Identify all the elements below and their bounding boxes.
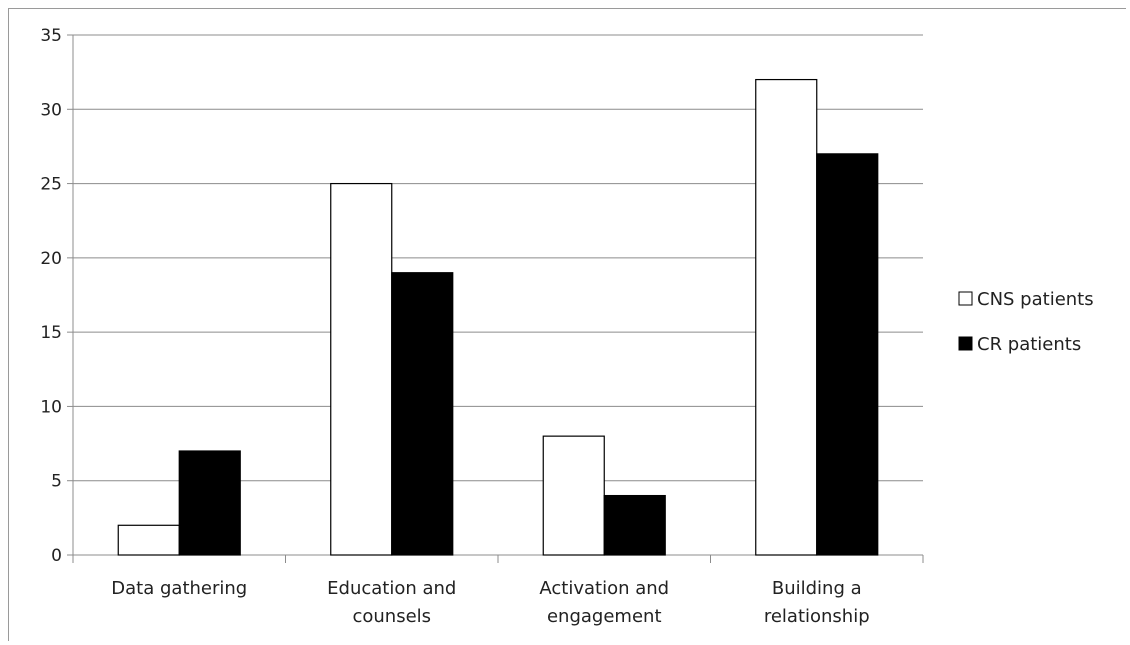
x-tick-label: Activation and (539, 578, 669, 599)
legend-label: CR patients (977, 334, 1081, 355)
x-tick-label: engagement (547, 606, 662, 627)
bar-cr (816, 153, 879, 556)
bars (117, 78, 879, 556)
x-tick-label: Data gathering (111, 578, 247, 599)
bar-cr (603, 494, 666, 556)
bar-cns (542, 435, 605, 556)
y-tick-label: 25 (40, 175, 62, 195)
y-tick-label: 20 (40, 249, 62, 269)
legend-swatch (958, 291, 973, 306)
y-axis: 0 5 10 15 20 25 30 35 (40, 26, 74, 566)
legend-label: CNS patients (977, 289, 1094, 310)
x-axis: Data gathering Education and counsels Activ… (72, 554, 924, 627)
legend: CNS patients CR patients (958, 289, 1094, 355)
x-tick-label: Education and (327, 578, 456, 599)
x-tick-label: Building a (772, 578, 862, 599)
bar-cns (330, 182, 393, 556)
y-tick-label: 10 (40, 397, 62, 417)
y-tick-label: 0 (51, 546, 62, 566)
y-tick-label: 15 (40, 323, 62, 343)
legend-swatch (958, 336, 973, 351)
bar-cr (178, 450, 241, 556)
bar-cns (755, 78, 818, 556)
chart-frame (8, 8, 1126, 641)
y-tick-label: 35 (40, 26, 62, 46)
x-tick-label: relationship (764, 606, 870, 627)
x-tick-label: counsels (352, 606, 431, 627)
bar-cns (117, 524, 180, 556)
y-tick-label: 30 (40, 100, 62, 120)
y-tick-label: 5 (51, 472, 62, 492)
bar-cr (391, 272, 454, 556)
